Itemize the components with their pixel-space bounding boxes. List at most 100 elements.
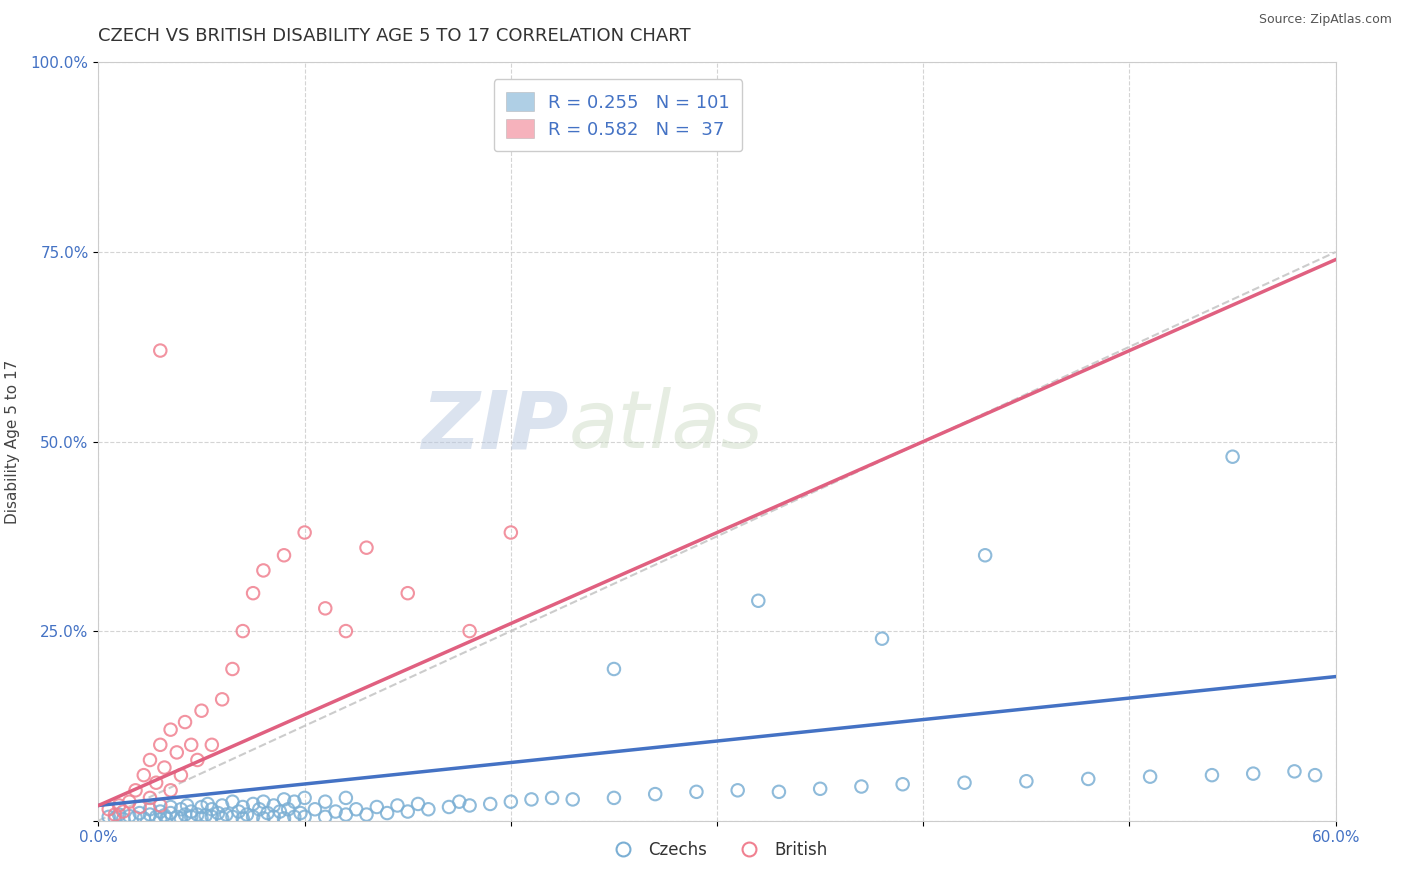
Point [479, 797, 502, 811]
Point [170, 802, 193, 816]
Point [97, 802, 120, 816]
Point [808, 781, 831, 796]
Point [132, 768, 155, 782]
Point [891, 777, 914, 791]
Point [1015, 774, 1038, 789]
Point [232, 800, 254, 814]
Point [159, 783, 181, 797]
Point [149, 738, 172, 752]
Point [221, 810, 243, 824]
Point [190, 800, 212, 814]
Point [104, 811, 127, 825]
Point [356, 541, 378, 555]
Point [1241, 766, 1264, 780]
Point [97, 810, 120, 824]
Point [228, 805, 250, 819]
Point [201, 810, 224, 824]
Point [252, 795, 274, 809]
Point [112, 805, 135, 819]
Point [155, 811, 177, 825]
Legend: Czechs, British: Czechs, British [600, 834, 834, 865]
Point [314, 601, 336, 615]
Point [139, 807, 162, 822]
Point [145, 810, 167, 824]
Point [356, 807, 378, 822]
Point [418, 802, 440, 816]
Point [294, 525, 316, 540]
Point [118, 795, 141, 809]
Point [603, 662, 626, 676]
Point [170, 811, 193, 825]
Point [520, 792, 543, 806]
Point [236, 807, 259, 822]
Point [314, 810, 336, 824]
Point [190, 811, 212, 825]
Point [458, 798, 481, 813]
Point [201, 738, 224, 752]
Y-axis label: Disability Age 5 to 17: Disability Age 5 to 17 [4, 359, 20, 524]
Point [174, 715, 197, 730]
Point [174, 807, 197, 822]
Point [437, 800, 460, 814]
Point [294, 791, 316, 805]
Point [108, 798, 131, 813]
Point [290, 806, 312, 821]
Point [263, 798, 285, 813]
Point [1201, 768, 1223, 782]
Text: Source: ZipAtlas.com: Source: ZipAtlas.com [1258, 13, 1392, 27]
Point [273, 792, 295, 806]
Point [139, 753, 162, 767]
Point [256, 806, 278, 821]
Point [252, 564, 274, 578]
Point [727, 783, 749, 797]
Point [304, 802, 326, 816]
Point [176, 798, 198, 813]
Point [396, 586, 419, 600]
Point [1139, 770, 1161, 784]
Point [449, 795, 471, 809]
Point [335, 791, 357, 805]
Point [335, 807, 357, 822]
Point [1222, 450, 1244, 464]
Point [499, 795, 522, 809]
Point [273, 811, 295, 825]
Point [124, 811, 146, 825]
Point [194, 808, 217, 822]
Point [180, 805, 202, 819]
Point [561, 792, 583, 806]
Point [294, 810, 316, 824]
Point [201, 802, 224, 816]
Point [166, 746, 188, 760]
Point [166, 810, 188, 824]
Point [108, 807, 131, 822]
Point [851, 780, 873, 794]
Point [242, 797, 264, 811]
Point [269, 805, 291, 819]
Point [406, 797, 429, 811]
Point [252, 811, 274, 825]
Point [132, 811, 155, 825]
Text: atlas: atlas [568, 387, 763, 466]
Point [768, 785, 790, 799]
Point [232, 624, 254, 639]
Point [314, 795, 336, 809]
Point [149, 805, 172, 819]
Point [139, 802, 162, 816]
Point [159, 723, 181, 737]
Point [499, 525, 522, 540]
Point [644, 787, 666, 801]
Point [180, 810, 202, 824]
Point [273, 548, 295, 563]
Point [387, 798, 409, 813]
Point [211, 811, 233, 825]
Point [211, 798, 233, 813]
Point [247, 802, 270, 816]
Point [1077, 772, 1099, 786]
Point [283, 810, 305, 824]
Point [375, 806, 398, 821]
Point [145, 776, 167, 790]
Point [232, 811, 254, 825]
Point [104, 807, 127, 822]
Point [396, 805, 419, 819]
Point [366, 800, 388, 814]
